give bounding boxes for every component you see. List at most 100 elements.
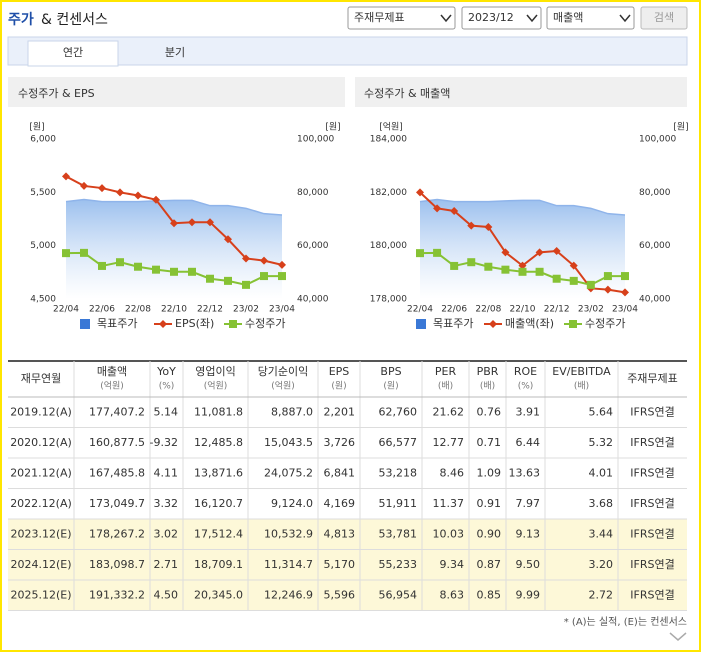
- cell: 5,596: [324, 588, 356, 601]
- cell: 4,813: [324, 527, 356, 540]
- tab[interactable]: 연간: [63, 46, 83, 59]
- cell: 4.01: [589, 466, 614, 479]
- legend-label[interactable]: 매출액(좌): [505, 317, 554, 330]
- cell: 2024.12(E): [10, 558, 71, 571]
- select-arrow: [619, 14, 631, 23]
- select[interactable]: [546, 6, 635, 30]
- marker: [260, 256, 268, 265]
- panel-header: [355, 77, 687, 107]
- cell: 178,267.2: [89, 527, 145, 540]
- col-header: 당기순이익: [258, 365, 309, 378]
- legend-label[interactable]: 수정주가: [585, 317, 625, 330]
- marker: [80, 181, 88, 190]
- cell: 24,075.2: [264, 466, 313, 479]
- cell: IFRS연결: [630, 466, 674, 479]
- col-header: YoY: [156, 365, 176, 378]
- tab-active[interactable]: [27, 40, 119, 67]
- tab[interactable]: 분기: [165, 46, 185, 59]
- cell: 0.87: [477, 558, 502, 571]
- cell: 10,532.9: [264, 527, 313, 540]
- legend-label[interactable]: 수정주가: [245, 317, 285, 330]
- search-button[interactable]: [640, 6, 688, 30]
- legend-label[interactable]: 목표주가: [97, 317, 137, 330]
- x-tick-label: 23/04: [269, 305, 295, 315]
- cell: 55,233: [379, 558, 418, 571]
- cell: 2020.12(A): [10, 436, 72, 449]
- y-tick-label: 180,000: [370, 241, 407, 251]
- col-header: 재무연월: [21, 372, 61, 385]
- marker: [80, 248, 88, 257]
- cell: 13,871.6: [194, 466, 243, 479]
- cell: 5.64: [589, 405, 614, 418]
- cell: 9.34: [440, 558, 465, 571]
- legend-label[interactable]: EPS(좌): [175, 317, 214, 330]
- cell: 62,760: [379, 405, 418, 418]
- cell: IFRS연결: [630, 405, 674, 418]
- select-value: 매출액: [553, 11, 583, 24]
- note: * (A)는 실적, (E)는 컨센서스: [564, 616, 687, 628]
- marker: [416, 188, 424, 197]
- marker: [188, 218, 196, 227]
- y2-tick-label: 60,000: [639, 241, 671, 251]
- tab-bar: [7, 36, 688, 66]
- cell: 0.90: [477, 527, 502, 540]
- x-tick-label: 23/04: [612, 305, 638, 315]
- col-header: PBR: [477, 365, 499, 378]
- cell: 191,332.2: [89, 588, 145, 601]
- chart-title: 수정주가 & EPS: [18, 87, 95, 100]
- col-header: 영업이익: [195, 365, 235, 378]
- cell: 160,877.5: [89, 436, 145, 449]
- cell: 8.63: [440, 588, 465, 601]
- cell: 13.63: [509, 466, 541, 479]
- x-tick-label: 22/06: [441, 305, 467, 315]
- col-unit: (억원): [100, 380, 124, 392]
- marker: [62, 172, 70, 181]
- cell: 0.85: [477, 588, 502, 601]
- cell: 2,201: [324, 405, 356, 418]
- cell: 183,098.7: [89, 558, 145, 571]
- cell: 12,485.8: [194, 436, 243, 449]
- row-bg: [8, 580, 687, 611]
- cell: 21.62: [433, 405, 465, 418]
- marker: [152, 265, 160, 274]
- col-unit: (배): [480, 381, 495, 392]
- marker: [206, 274, 214, 283]
- select[interactable]: [347, 6, 456, 30]
- y2-tick-label: 100,000: [297, 135, 334, 145]
- select-value: 2023/12: [468, 11, 514, 24]
- x-tick-label: 22/04: [407, 305, 433, 315]
- y2-unit: [원]: [673, 122, 688, 133]
- y2-tick-label: 80,000: [297, 188, 329, 198]
- cell: 0.76: [477, 405, 502, 418]
- legend-label[interactable]: 목표주가: [433, 317, 473, 330]
- select[interactable]: [461, 6, 542, 30]
- cell: 17,512.4: [194, 527, 243, 540]
- cell: 167,485.8: [89, 466, 145, 479]
- y-unit: [억원]: [379, 121, 403, 133]
- y2-tick-label: 80,000: [639, 188, 671, 198]
- marker: [206, 218, 214, 227]
- y-tick-label: 178,000: [370, 295, 407, 305]
- x-tick-label: 22/12: [197, 305, 223, 315]
- x-tick-label: 23/02: [233, 305, 259, 315]
- cell: 3.32: [154, 497, 179, 510]
- select-arrow: [526, 14, 538, 23]
- cell: 51,911: [379, 497, 418, 510]
- chevron[interactable]: [669, 632, 687, 641]
- y-tick-label: 184,000: [370, 135, 407, 145]
- marker: [224, 276, 232, 285]
- cell: 2022.12(A): [10, 497, 72, 510]
- area: [66, 199, 282, 299]
- cell: 8.46: [440, 466, 465, 479]
- cell: 9.99: [516, 588, 541, 601]
- cell: 3.20: [589, 558, 614, 571]
- title: 주가: [8, 12, 34, 28]
- row-bg: [8, 519, 687, 550]
- col-header: EPS: [329, 365, 350, 378]
- cell: 11,081.8: [194, 405, 243, 418]
- y-unit: [원]: [29, 122, 44, 133]
- cell: 3.44: [589, 527, 614, 540]
- marker: [552, 274, 561, 283]
- cell: 8,887.0: [271, 405, 313, 418]
- marker: [98, 184, 106, 193]
